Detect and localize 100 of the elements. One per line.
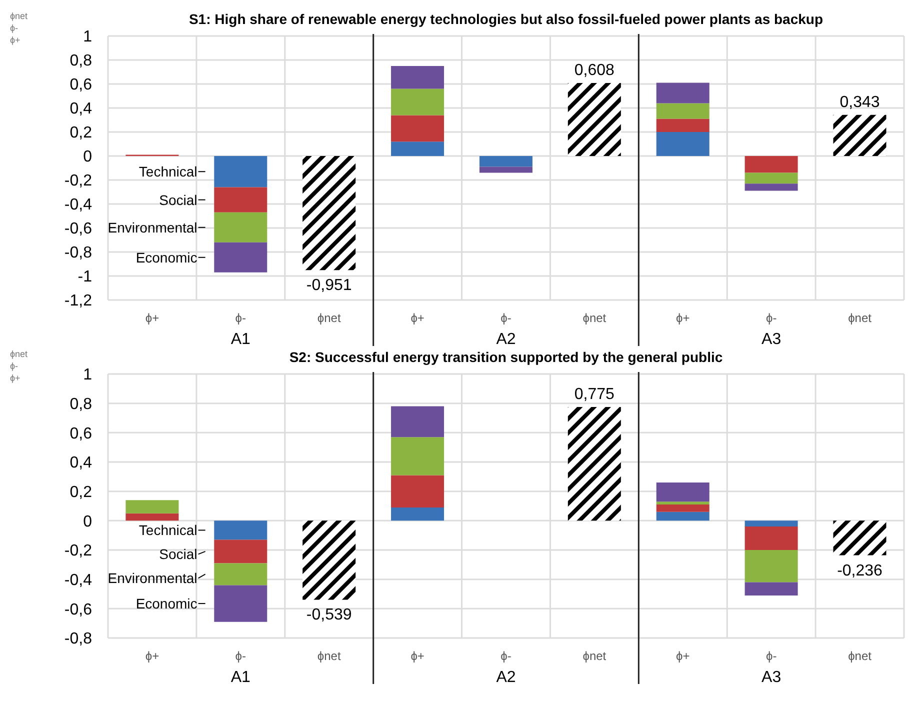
x-tick-label: ϕnet [317,649,342,663]
bar [744,520,798,527]
y-tick-label: -0,6 [64,220,92,238]
data-label: 0,608 [574,62,615,80]
data-label: -0,951 [306,277,352,294]
text: A2 [496,331,516,348]
y-tick-label: 0,6 [70,425,92,442]
x-tick-label: ϕ- [235,311,246,325]
bar [479,156,532,167]
y-tick-label: -1 [78,268,92,286]
x-tick-label: ϕ+ [145,311,160,325]
bar [302,520,356,600]
bar [744,550,798,582]
x-tick-label: ϕ- [766,649,777,663]
bar [744,582,798,596]
series-label: Economic [136,249,198,266]
series-label: Social [159,546,198,562]
data-label: 0,343 [840,94,880,111]
series-label: Economic [136,596,198,612]
data-label: 0,775 [574,386,615,403]
y-tick-label: -0,6 [64,601,92,618]
y-tick-label: -0,2 [64,542,92,560]
x-tick-label: ϕ- [766,311,777,325]
y-tick-label: 0,2 [70,484,92,502]
text: ϕ- [10,360,20,372]
bar [214,187,268,212]
y-tick-label: 0,4 [70,454,92,472]
chart-title: S1: High share of renewable energy technologies but also fossil-fueled power plants as backup [188,10,824,29]
y-tick-label: 0,6 [70,76,92,94]
y-tick-label: 0 [83,513,92,530]
x-tick-label: ϕnet [848,649,872,663]
text: ϕ+ [10,372,22,384]
bar [214,520,268,540]
x-tick-label: ϕnet [848,311,872,325]
x-tick-label: ϕ+ [410,649,424,663]
bar [656,502,710,505]
bar [214,156,268,188]
bar [744,184,798,191]
bar [656,118,710,132]
bar [391,437,444,476]
bar [391,115,444,142]
text: A3 [762,331,782,348]
x-tick-label: ϕ- [235,649,246,663]
bar [126,513,179,521]
bar [568,83,621,156]
bar [214,563,268,586]
data-label: -0,539 [306,606,352,624]
series-label: Social [159,192,198,208]
y-tick-label: 0,2 [70,124,92,142]
text: A3 [762,669,782,686]
y-tick-label: -0,8 [64,630,92,648]
series-label: Technical [138,522,198,538]
x-tick-label: ϕ+ [676,649,690,663]
bar [479,166,532,173]
bar [744,172,798,184]
x-tick-label: ϕ- [500,649,512,663]
text: ϕnet [10,10,28,22]
text: A1 [230,331,251,348]
y-tick-label: -0,4 [64,196,92,214]
text: ϕ- [10,22,20,34]
y-tick-label: 0,4 [70,100,92,118]
series-label: Environmental [108,219,198,236]
bar [656,482,710,502]
bar [656,512,710,521]
text: ϕ+ [10,34,22,46]
bar [744,156,798,173]
series-label: Technical [138,164,198,180]
x-tick-label: ϕ+ [410,311,424,325]
y-tick-label: -0,2 [64,172,92,190]
x-tick-label: ϕnet [317,311,342,325]
y-tick-label: 0,8 [70,396,92,414]
x-tick-label: ϕnet [582,649,607,663]
bar [391,406,444,438]
x-tick-label: ϕnet [582,311,607,325]
bar [656,132,710,156]
bar [214,242,268,272]
bar [391,66,444,89]
bar [214,540,268,564]
x-tick-label: ϕ+ [145,649,160,663]
y-tick-label: 0 [83,148,92,166]
y-tick-label: -0,8 [64,244,92,262]
bar [656,103,710,119]
bar [214,212,268,242]
data-label: -0,236 [837,562,883,580]
text: A2 [496,669,516,686]
bar [214,585,268,622]
y-tick-label: 1 [83,366,92,384]
bar [568,407,621,521]
y-tick-label: 1 [83,28,92,46]
bar [656,504,710,512]
bar [656,82,710,104]
text: ϕnet [10,348,28,360]
x-tick-label: ϕ- [500,311,512,325]
bar [744,526,798,550]
bar [302,156,356,270]
bar [391,88,444,116]
y-tick-label: 0,8 [70,52,92,70]
chart-title: S2: Successful energy transition supported by the general public [289,349,723,365]
bar [391,507,444,521]
bar [126,500,179,514]
